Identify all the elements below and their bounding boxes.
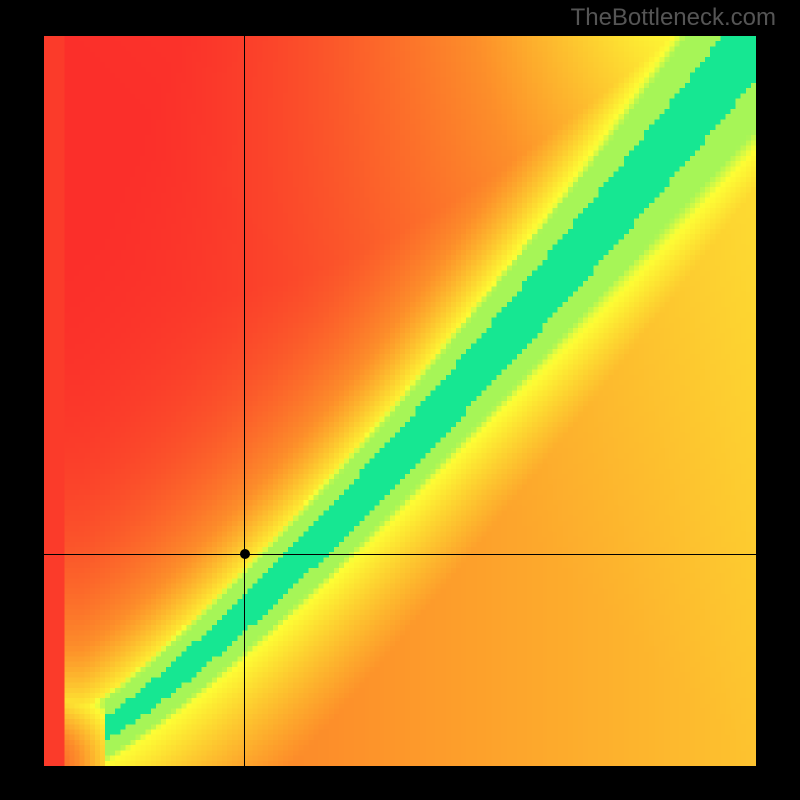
crosshair-horizontal	[44, 554, 756, 555]
chart-container: { "canvas": { "width": 800, "height": 80…	[0, 0, 800, 800]
crosshair-vertical	[244, 36, 245, 766]
bottleneck-heatmap	[44, 36, 756, 766]
watermark-text: TheBottleneck.com	[571, 4, 776, 32]
